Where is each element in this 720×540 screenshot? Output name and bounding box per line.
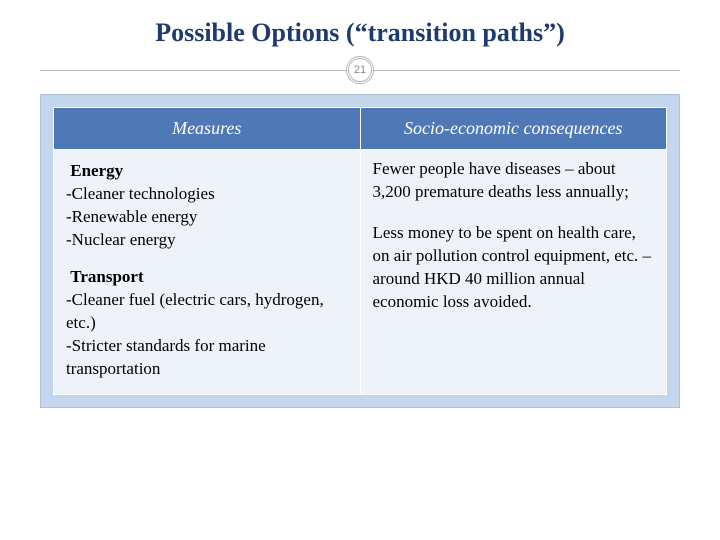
page-number-badge: 21 [346, 56, 374, 84]
content-frame: Measures Socio-economic consequences Ene… [40, 94, 680, 408]
cell-consequences: Fewer people have diseases – about 3,200… [360, 150, 667, 395]
table-header-row: Measures Socio-economic consequences [54, 108, 667, 150]
slide-title: Possible Options (“transition paths”) [40, 18, 680, 48]
column-header-consequences: Socio-economic consequences [360, 108, 667, 150]
cell-measures: Energy -Cleaner technologies -Renewable … [54, 150, 361, 395]
consequence-paragraph: Fewer people have diseases – about 3,200… [373, 158, 655, 204]
table-row: Energy -Cleaner technologies -Renewable … [54, 150, 667, 395]
consequence-paragraph: Less money to be spent on health care, o… [373, 222, 655, 314]
measures-energy-item: -Nuclear energy [66, 229, 348, 252]
options-table: Measures Socio-economic consequences Ene… [53, 107, 667, 395]
measures-energy-heading: Energy [66, 160, 348, 183]
measures-transport-item: -Stricter standards for marine transport… [66, 335, 348, 381]
column-header-measures: Measures [54, 108, 361, 150]
slide: Possible Options (“transition paths”) 21… [0, 0, 720, 540]
title-divider: 21 [40, 56, 680, 84]
measures-energy-item: -Renewable energy [66, 206, 348, 229]
measures-energy-item: -Cleaner technologies [66, 183, 348, 206]
measures-transport-item: -Cleaner fuel (electric cars, hydrogen, … [66, 289, 348, 335]
measures-transport-heading: Transport [66, 266, 348, 289]
